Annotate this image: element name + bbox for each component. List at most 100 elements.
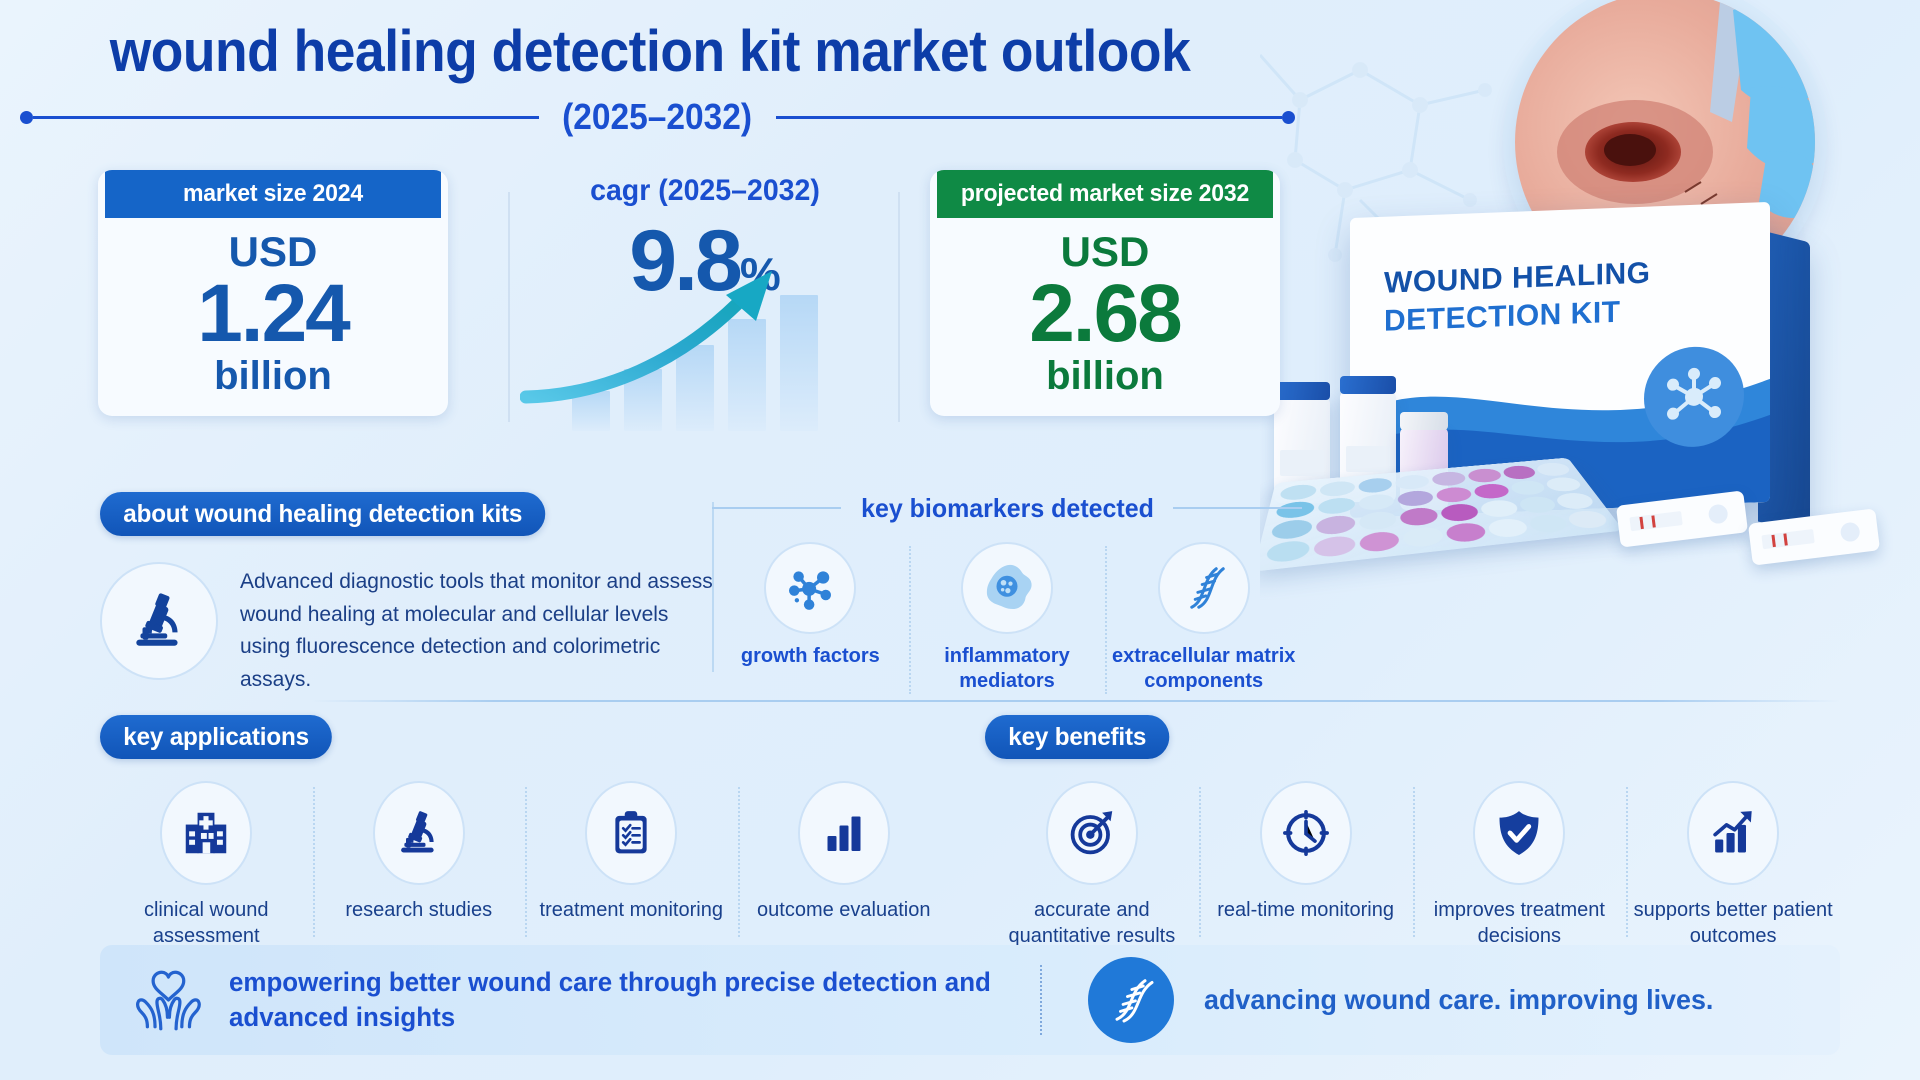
- application-icon-circle: [585, 781, 678, 885]
- benefit-label: real-time monitoring: [1217, 899, 1394, 921]
- cagr-arrow: [520, 271, 772, 404]
- application-item[interactable]: research studies: [312, 781, 526, 949]
- stats-divider-left: [508, 192, 510, 422]
- market-size-2024-currency: USD: [228, 228, 318, 275]
- dna-icon: [1189, 567, 1225, 609]
- biomarker-label: growth factors: [740, 645, 880, 667]
- microscope-icon: [400, 811, 434, 853]
- benefits-section: key benefits accurate and quanti: [985, 715, 1840, 949]
- about-icon-circle: [100, 562, 218, 680]
- application-item[interactable]: outcome evaluation: [737, 781, 951, 949]
- kit-box-title-line2: DETECTION KIT: [1384, 295, 1621, 338]
- benefit-label: accurate and quantitative results: [1008, 899, 1176, 947]
- hospital-icon: [186, 812, 227, 854]
- cagr-value: 9.8: [629, 213, 743, 309]
- market-size-2024-card: market size 2024 USD 1.24 billion: [98, 170, 448, 417]
- market-size-2024-unit: billion: [214, 354, 332, 399]
- title-year-range: (2025–2032): [562, 96, 753, 137]
- footer-banner: empowering better wound care through pre…: [100, 945, 1840, 1055]
- product-photo: WOUND HEALING DETECTION KIT: [1260, 0, 1920, 600]
- market-size-2024-value: 1.24: [197, 268, 351, 360]
- heart-in-hands-icon: [135, 970, 201, 1031]
- footer-left: empowering better wound care through pre…: [100, 959, 1040, 1041]
- molecule-icon: [1667, 367, 1721, 420]
- clock-icon: [1282, 810, 1329, 856]
- about-section: about wound healing detection kits Advan…: [100, 492, 720, 696]
- underline-dot-right: [1282, 110, 1296, 124]
- molecule-background-icon: [1260, 54, 1492, 286]
- underline-dot-left: [20, 110, 33, 124]
- benefit-label: supports better patient outcomes: [1633, 899, 1833, 947]
- growth-chart-icon: [1713, 811, 1752, 853]
- biomarker-label: inflammatory mediators: [944, 645, 1070, 692]
- kit-box-badge: [1644, 344, 1744, 449]
- benefit-icon-circle: [1259, 781, 1352, 885]
- clipboard-check-icon: [615, 811, 647, 854]
- benefit-item[interactable]: accurate and quantitative results: [985, 781, 1199, 949]
- application-icon-circle: [372, 781, 465, 885]
- market-size-2032-card: projected market size 2032 USD 2.68 bill…: [930, 170, 1280, 417]
- benefit-item[interactable]: improves treatment decisions: [1412, 781, 1627, 949]
- underline-rule-right: [775, 115, 1283, 119]
- section-divider: [310, 700, 1840, 702]
- applications-pill: key applications: [100, 715, 333, 759]
- application-label: clinical wound assessment: [143, 899, 269, 947]
- biomarker-icon-circle: [961, 542, 1053, 634]
- biomarker-label: extracellular matrix components: [1111, 645, 1296, 692]
- application-item[interactable]: treatment monitoring: [525, 781, 738, 949]
- benefit-label: improves treatment decisions: [1433, 899, 1605, 947]
- kit-box-title-line1: WOUND HEALING: [1384, 256, 1651, 300]
- applications-section: key applications: [100, 715, 950, 949]
- benefits-pill: key benefits: [985, 715, 1170, 759]
- cagr-growth-chart: [520, 271, 818, 431]
- cagr-label: cagr (2025–2032): [590, 174, 820, 207]
- market-size-2024-heading: market size 2024: [105, 170, 441, 218]
- cagr-value-wrap: 9.8%: [520, 212, 890, 311]
- benefit-icon-circle: [1045, 781, 1138, 885]
- page-title: wound healing detection kit market outlo…: [109, 19, 1191, 84]
- biomarkers-rule-left: [712, 507, 841, 509]
- benefit-item[interactable]: real-time monitoring: [1198, 781, 1413, 949]
- market-size-2032-heading: projected market size 2032: [937, 170, 1273, 218]
- biomarkers-section: key biomarkers detected: [712, 488, 1302, 694]
- application-item[interactable]: clinical wound assessment: [100, 781, 313, 949]
- bar-chart-icon: [827, 816, 861, 851]
- market-size-2032-currency: USD: [1060, 228, 1150, 275]
- market-size-2032-unit: billion: [1046, 354, 1164, 399]
- about-description: Advanced diagnostic tools that monitor a…: [240, 570, 713, 691]
- application-label: research studies: [345, 899, 493, 921]
- footer-right-text: advancing wound care. improving lives.: [1204, 984, 1714, 1015]
- title-underline: (2025–2032): [20, 96, 1296, 138]
- biomarkers-title: key biomarkers detected: [860, 492, 1154, 523]
- application-icon-circle: [160, 781, 253, 885]
- shield-check-icon: [1499, 811, 1539, 855]
- cagr-block: cagr (2025–2032) 9.8%: [520, 174, 890, 434]
- dna-icon: [1115, 979, 1154, 1023]
- application-label: treatment monitoring: [539, 899, 723, 921]
- cell-icon: [986, 564, 1032, 609]
- biomarker-icon-circle: [764, 542, 857, 634]
- cagr-bars: [572, 295, 818, 431]
- microscope-icon: [136, 593, 178, 646]
- market-size-2032-value: 2.68: [1029, 268, 1183, 360]
- stats-row: market size 2024 USD 1.24 billion cagr (…: [0, 152, 1300, 452]
- target-icon: [1070, 811, 1113, 855]
- benefit-icon-circle: [1687, 781, 1780, 885]
- molecule-icon: [789, 571, 832, 610]
- footer-dna-badge: [1088, 957, 1174, 1043]
- underline-rule-left: [33, 115, 540, 119]
- about-pill: about wound healing detection kits: [100, 492, 546, 536]
- benefit-icon-circle: [1473, 781, 1566, 885]
- footer-right: advancing wound care. improving lives.: [1042, 957, 1735, 1043]
- biomarker-item[interactable]: growth factors: [712, 542, 909, 694]
- biomarkers-frame: [712, 502, 714, 672]
- application-label: outcome evaluation: [757, 899, 931, 921]
- stats-divider-right: [898, 192, 900, 422]
- footer-separator: [1040, 965, 1042, 1035]
- biomarker-item[interactable]: inflammatory mediators: [908, 542, 1106, 694]
- footer-left-text: empowering better wound care through pre…: [228, 966, 991, 1032]
- application-icon-circle: [797, 781, 890, 885]
- biomarkers-rule-right: [1173, 507, 1302, 509]
- benefit-item[interactable]: supports better patient outcomes: [1626, 781, 1840, 949]
- biomarker-item[interactable]: extracellular matrix components: [1105, 542, 1302, 694]
